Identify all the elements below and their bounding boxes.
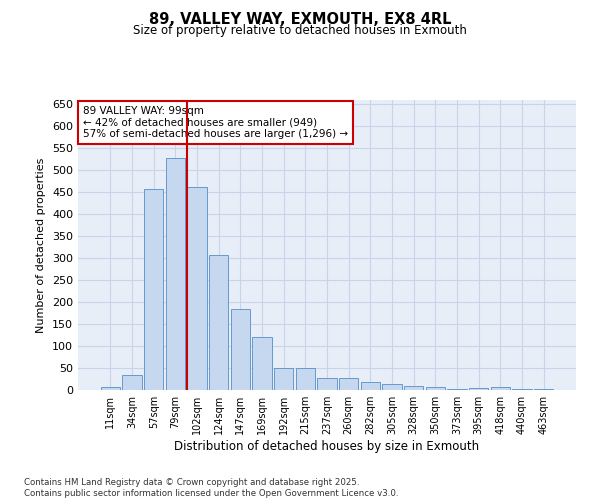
Bar [469, 388, 488, 390]
Bar [252, 338, 272, 390]
Bar [361, 382, 380, 390]
Text: 89 VALLEY WAY: 99sqm
← 42% of detached houses are smaller (949)
57% of semi-deta: 89 VALLEY WAY: 99sqm ← 42% of detached h… [83, 106, 348, 139]
Text: Size of property relative to detached houses in Exmouth: Size of property relative to detached ho… [133, 24, 467, 37]
Text: 89, VALLEY WAY, EXMOUTH, EX8 4RL: 89, VALLEY WAY, EXMOUTH, EX8 4RL [149, 12, 451, 28]
Bar [122, 374, 142, 390]
Bar [187, 186, 207, 390]
Bar [296, 368, 315, 390]
Y-axis label: Number of detached properties: Number of detached properties [37, 158, 46, 332]
Bar [230, 309, 250, 390]
Bar [447, 389, 467, 390]
Bar [274, 368, 293, 390]
Text: Contains HM Land Registry data © Crown copyright and database right 2025.
Contai: Contains HM Land Registry data © Crown c… [24, 478, 398, 498]
Bar [101, 387, 120, 390]
Bar [166, 158, 185, 390]
Bar [425, 388, 445, 390]
X-axis label: Distribution of detached houses by size in Exmouth: Distribution of detached houses by size … [175, 440, 479, 453]
Bar [491, 387, 510, 390]
Bar [534, 388, 553, 390]
Bar [339, 378, 358, 390]
Bar [404, 386, 424, 390]
Bar [512, 389, 532, 390]
Bar [317, 378, 337, 390]
Bar [382, 384, 402, 390]
Bar [144, 189, 163, 390]
Bar [209, 254, 229, 390]
